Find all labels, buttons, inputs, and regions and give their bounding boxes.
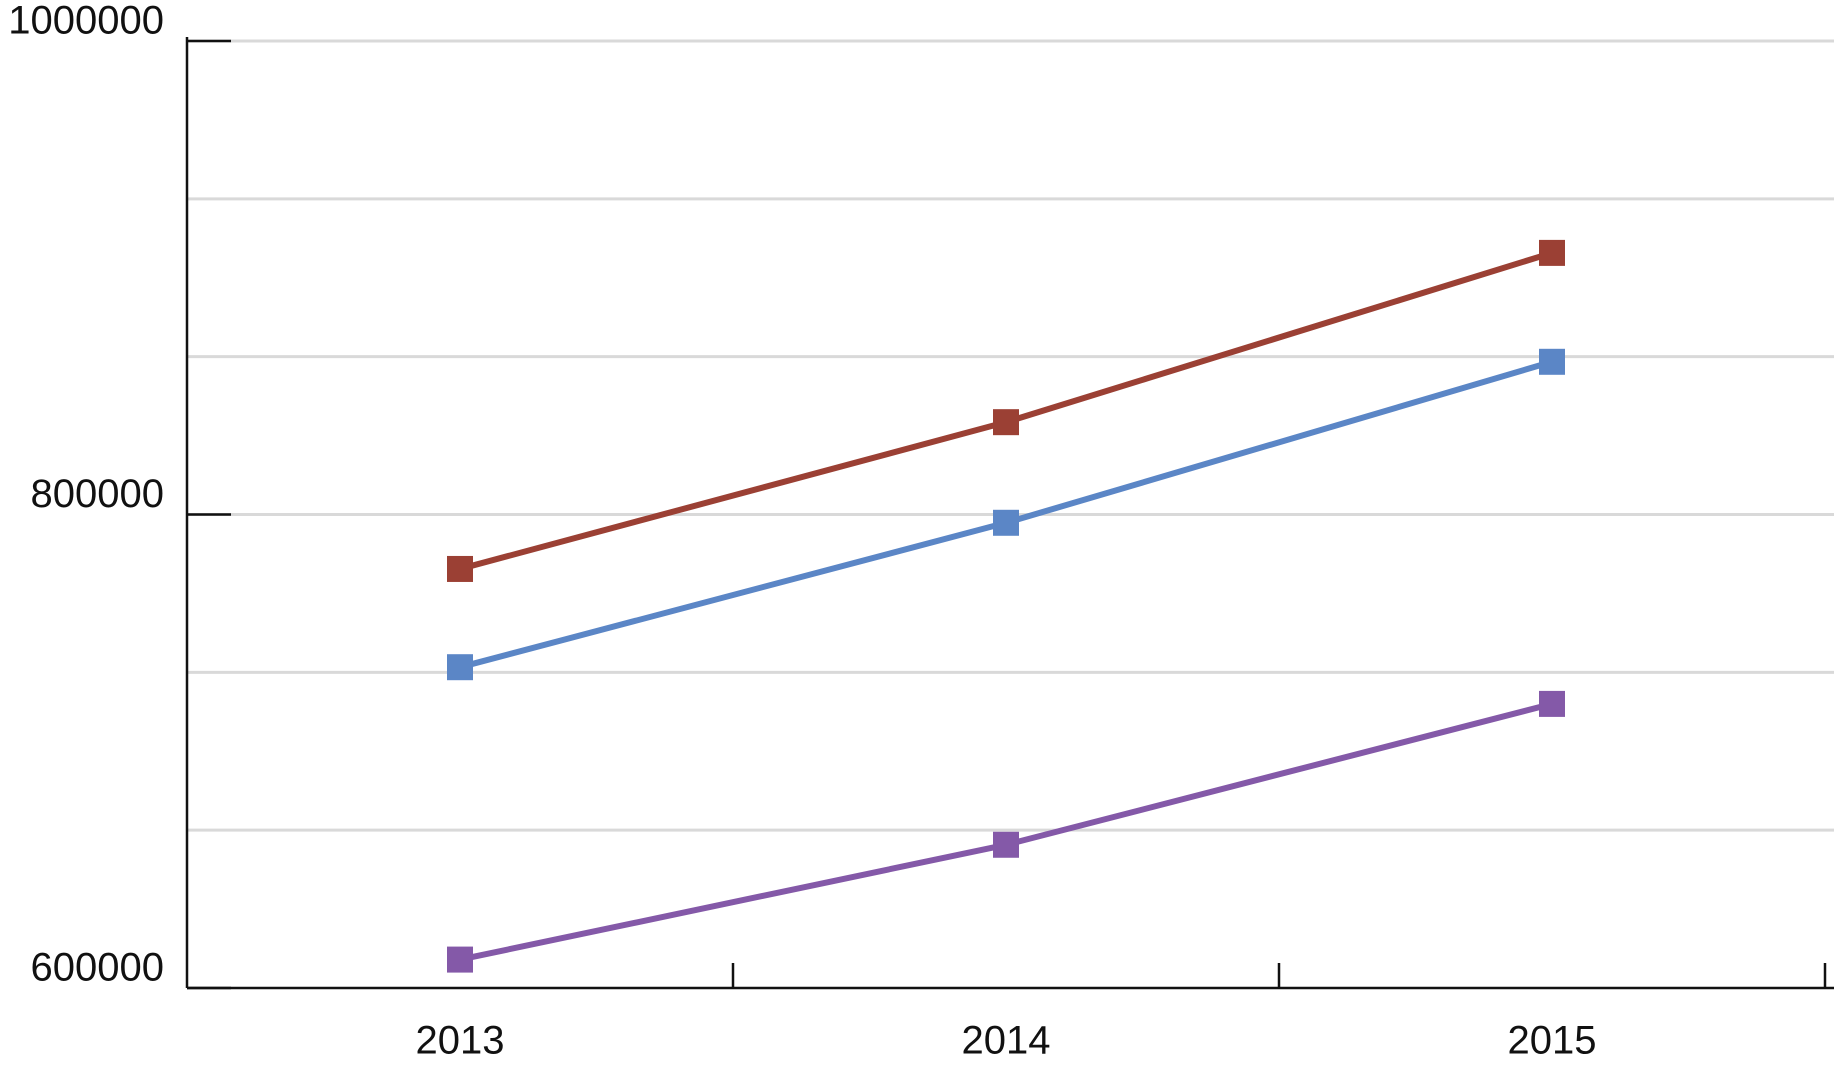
- x-tick-label: 2014: [962, 1019, 1051, 1063]
- marker: [993, 409, 1019, 436]
- marker: [1539, 239, 1565, 266]
- marker: [993, 831, 1019, 858]
- x-tick-label: 2015: [1508, 1019, 1597, 1063]
- marker: [993, 509, 1019, 536]
- y-tick-label: 600000: [31, 946, 164, 990]
- marker: [447, 555, 473, 582]
- marker: [1539, 348, 1565, 375]
- y-tick-label: 800000: [31, 472, 164, 516]
- x-tick-label: 2013: [416, 1019, 505, 1063]
- y-tick-label: 1000000: [8, 0, 164, 43]
- series-line: [459, 700, 1553, 963]
- marker: [447, 946, 473, 973]
- marker: [1539, 690, 1565, 717]
- marker: [447, 654, 473, 681]
